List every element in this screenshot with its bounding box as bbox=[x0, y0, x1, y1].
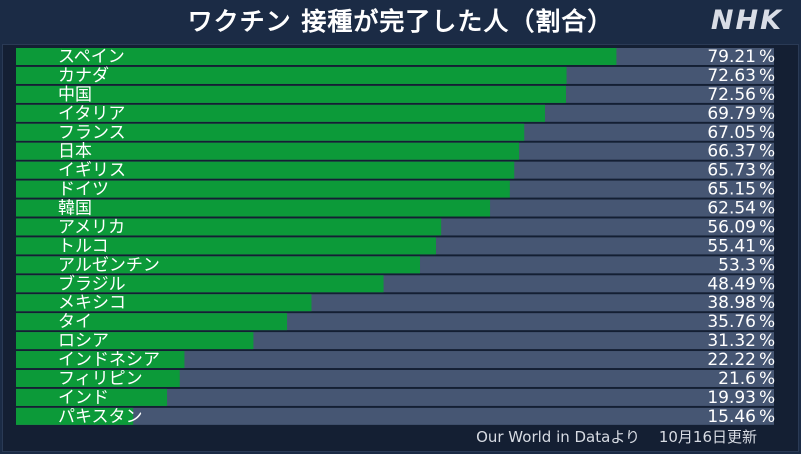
value-label: 65.15 bbox=[707, 180, 756, 200]
category-label: フランス bbox=[58, 123, 126, 143]
bar bbox=[16, 407, 134, 425]
category-label: ドイツ bbox=[58, 180, 109, 200]
unit-label: % bbox=[759, 217, 775, 237]
unit-label: % bbox=[759, 236, 775, 256]
unit-label: % bbox=[759, 123, 775, 143]
value-label: 67.05 bbox=[707, 123, 756, 143]
unit-label: % bbox=[759, 274, 775, 294]
bar bbox=[16, 237, 437, 255]
unit-label: % bbox=[759, 293, 775, 313]
unit-label: % bbox=[759, 180, 775, 200]
category-label: カナダ bbox=[58, 66, 109, 86]
bar bbox=[16, 123, 525, 141]
bar bbox=[16, 218, 442, 236]
update-date: 10月16日更新 bbox=[658, 428, 757, 446]
value-label: 31.32 bbox=[707, 331, 756, 351]
category-label: トルコ bbox=[58, 236, 109, 256]
category-label: インドネシア bbox=[58, 350, 160, 370]
value-label: 55.41 bbox=[707, 236, 756, 256]
value-label: 72.56 bbox=[707, 85, 756, 105]
bar-track bbox=[16, 351, 774, 369]
value-label: 72.63 bbox=[707, 66, 756, 86]
bar-track bbox=[16, 407, 774, 425]
category-label: パキスタン bbox=[58, 407, 143, 427]
unit-label: % bbox=[759, 142, 775, 162]
unit-label: % bbox=[759, 312, 775, 332]
bar bbox=[16, 313, 288, 331]
unit-label: % bbox=[759, 369, 775, 389]
value-label: 66.37 bbox=[707, 142, 756, 162]
category-label: インド bbox=[58, 388, 109, 408]
source-credit: Our World in Dataより bbox=[476, 428, 641, 446]
unit-label: % bbox=[759, 85, 775, 105]
bar bbox=[16, 199, 491, 217]
unit-label: % bbox=[759, 66, 775, 86]
category-label: 韓国 bbox=[58, 199, 92, 219]
unit-label: % bbox=[759, 407, 775, 427]
bar bbox=[16, 85, 567, 103]
unit-label: % bbox=[759, 388, 775, 408]
value-label: 79.21 bbox=[707, 47, 756, 67]
value-label: 35.76 bbox=[707, 312, 756, 332]
bar bbox=[16, 275, 384, 293]
value-label: 69.79 bbox=[707, 104, 756, 124]
value-label: 22.22 bbox=[707, 350, 756, 370]
unit-label: % bbox=[759, 199, 775, 219]
bar bbox=[16, 142, 520, 160]
unit-label: % bbox=[759, 161, 775, 181]
bar bbox=[16, 351, 185, 369]
value-label: 56.09 bbox=[707, 217, 756, 237]
title-bar: ワクチン 接種が完了した人（割合） NHK bbox=[0, 0, 801, 44]
nhk-logo: NHK bbox=[710, 5, 783, 36]
value-label: 19.93 bbox=[707, 388, 756, 408]
bar bbox=[16, 294, 312, 312]
category-label: タイ bbox=[58, 312, 92, 332]
bar bbox=[16, 180, 510, 198]
bar bbox=[16, 369, 180, 387]
value-label: 48.49 bbox=[707, 274, 756, 294]
chart-footer: Our World in Dataより 10月16日更新 bbox=[462, 428, 757, 446]
bar bbox=[16, 388, 168, 406]
bar bbox=[16, 48, 617, 65]
bar-track bbox=[16, 369, 774, 387]
category-label: イギリス bbox=[58, 161, 126, 181]
category-label: フィリピン bbox=[58, 369, 143, 389]
unit-label: % bbox=[759, 255, 775, 275]
category-label: イタリア bbox=[58, 104, 125, 124]
bar bbox=[16, 332, 254, 350]
bar bbox=[16, 161, 515, 179]
category-label: ブラジル bbox=[58, 273, 126, 294]
value-label: 65.73 bbox=[707, 161, 756, 181]
category-label: スペイン bbox=[58, 47, 125, 67]
value-label: 21.6 bbox=[718, 369, 756, 389]
unit-label: % bbox=[759, 350, 775, 370]
value-label: 62.54 bbox=[707, 199, 756, 219]
unit-label: % bbox=[759, 104, 775, 124]
category-label: 日本 bbox=[58, 142, 92, 162]
category-label: ロシア bbox=[58, 331, 109, 351]
value-label: 38.98 bbox=[707, 293, 756, 313]
bar bbox=[16, 104, 546, 122]
category-label: アルゼンチン bbox=[58, 255, 160, 275]
category-label: メキシコ bbox=[58, 293, 126, 313]
category-label: アメリカ bbox=[58, 217, 125, 237]
value-label: 53.3 bbox=[718, 255, 756, 275]
category-label: 中国 bbox=[58, 85, 92, 105]
bar bbox=[16, 256, 421, 274]
bar-track bbox=[16, 388, 774, 406]
unit-label: % bbox=[759, 331, 775, 351]
chart-title: ワクチン 接種が完了した人（割合） bbox=[187, 7, 614, 36]
value-label: 15.46 bbox=[707, 407, 756, 427]
bar bbox=[16, 66, 567, 84]
unit-label: % bbox=[759, 47, 775, 67]
